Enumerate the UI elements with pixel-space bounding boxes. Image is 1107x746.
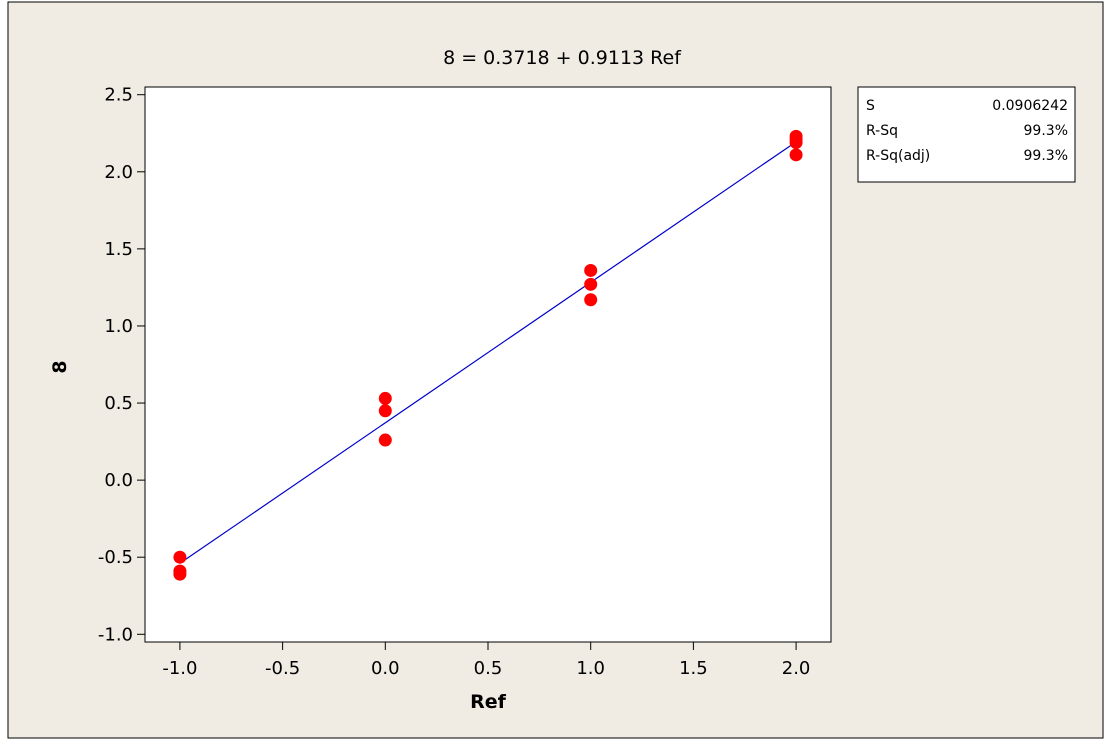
y-tick-label: 2.0 [104, 162, 133, 183]
stats-box-border [857, 86, 1076, 183]
y-tick-label: -0.5 [98, 547, 133, 568]
x-tick-label: 1.0 [576, 658, 605, 679]
x-tick-label: 1.5 [679, 658, 708, 679]
stat-value-r-sq-adj: 99.3% [1024, 148, 1068, 164]
data-series [173, 129, 803, 581]
y-tick-label: 1.5 [104, 239, 133, 260]
data-point [173, 550, 187, 564]
data-point [378, 391, 392, 405]
fitted-regression-line [179, 141, 797, 564]
stat-value-r-sq: 99.3% [1024, 123, 1068, 139]
regression-stats-box: S 0.0906242 R-Sq 99.3% R-Sq(adj) 99.3% [857, 86, 1076, 183]
y-tick-label: 1.0 [104, 316, 133, 337]
x-tick-label: -0.5 [265, 658, 300, 679]
y-tick-label: 2.5 [104, 85, 133, 106]
data-point [378, 404, 392, 418]
y-axis-title: 8 [49, 360, 71, 373]
stat-value-s: 0.0906242 [992, 98, 1068, 114]
x-tick-label: 0.5 [474, 658, 503, 679]
data-point [789, 132, 803, 146]
x-tick-label: 0.0 [371, 658, 400, 679]
stat-label-s: S [866, 98, 875, 114]
x-tick-label: 2.0 [782, 658, 811, 679]
data-point [584, 293, 598, 307]
data-point [584, 263, 598, 277]
stat-label-r-sq: R-Sq [866, 123, 898, 139]
y-tick-label: 0.5 [104, 393, 133, 414]
y-axis: -1.0 -0.5 0.0 0.5 1.0 1.5 2.0 2.5 [98, 85, 145, 645]
stat-label-r-sq-adj: R-Sq(adj) [866, 148, 930, 164]
data-point [584, 277, 598, 291]
x-axis: -1.0 -0.5 0.0 0.5 1.0 1.5 2.0 [162, 642, 810, 679]
data-point [378, 433, 392, 447]
x-axis-title: Ref [470, 691, 507, 713]
data-point [789, 148, 803, 162]
data-point [173, 567, 187, 581]
y-tick-label: 0.0 [104, 470, 133, 491]
x-tick-label: -1.0 [162, 658, 197, 679]
plot-area [144, 86, 832, 643]
y-tick-label: -1.0 [98, 624, 133, 645]
chart-title: 8 = 0.3718 + 0.9113 Ref [443, 47, 682, 69]
